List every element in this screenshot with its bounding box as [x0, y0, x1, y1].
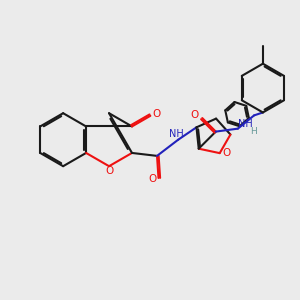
Text: NH: NH	[238, 119, 253, 129]
Text: O: O	[153, 110, 161, 119]
Text: O: O	[105, 167, 113, 176]
Text: NH: NH	[169, 129, 184, 139]
Text: O: O	[148, 174, 156, 184]
Text: O: O	[222, 148, 230, 158]
Text: O: O	[191, 110, 199, 120]
Text: H: H	[250, 127, 256, 136]
